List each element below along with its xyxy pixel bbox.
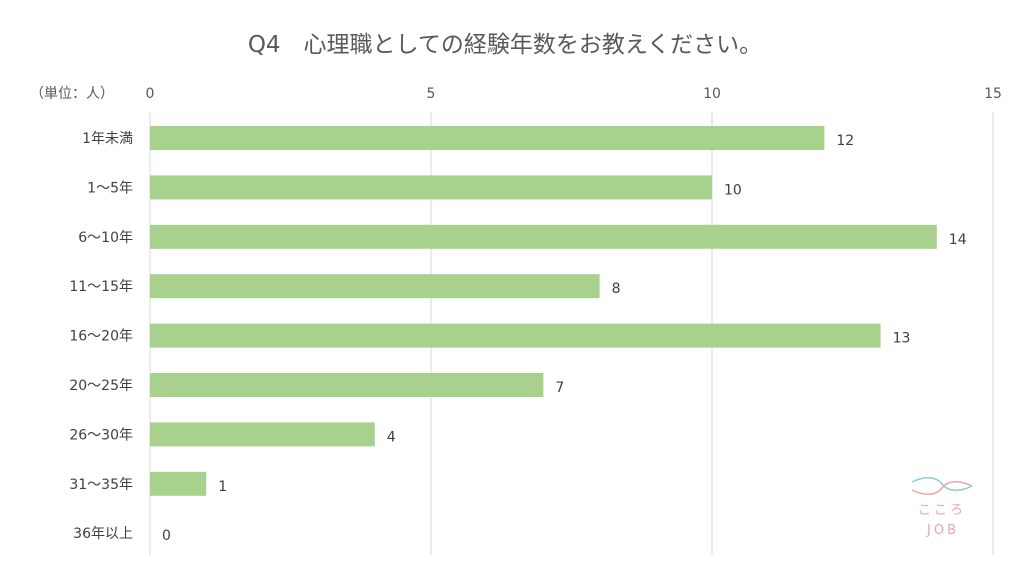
bar bbox=[150, 274, 600, 299]
unit-label: （単位：人） bbox=[30, 86, 114, 102]
bar bbox=[150, 175, 712, 200]
wave-icon bbox=[911, 477, 973, 495]
bars bbox=[150, 126, 937, 496]
category-label: 31～35年 bbox=[69, 477, 133, 493]
data-label: 1 bbox=[218, 479, 227, 495]
data-label: 14 bbox=[949, 232, 967, 248]
kokoro-job-logo: こころ JOB bbox=[911, 477, 973, 538]
category-label: 1～5年 bbox=[87, 180, 133, 196]
data-label: 10 bbox=[724, 182, 742, 198]
x-tick-label: 5 bbox=[427, 86, 436, 102]
chart-title: Q4 心理職としての経験年数をお教えください。 bbox=[248, 32, 762, 58]
category-labels: 1年未満 1～5年 6～10年 11～15年 16～20年 20～25年 26～30年 31～… bbox=[69, 131, 133, 542]
category-label: 20～25年 bbox=[69, 378, 133, 394]
category-label: 26～30年 bbox=[69, 427, 133, 443]
x-tick-label: 0 bbox=[146, 86, 155, 102]
bar bbox=[150, 126, 825, 150]
data-label: 8 bbox=[612, 281, 621, 297]
bar bbox=[150, 373, 544, 397]
category-label: 36年以上 bbox=[73, 526, 133, 542]
data-label: 12 bbox=[836, 133, 854, 149]
data-label: 13 bbox=[893, 331, 911, 347]
category-label: 1年未満 bbox=[82, 131, 133, 147]
data-label: 7 bbox=[555, 380, 564, 396]
x-tick-label: 15 bbox=[984, 86, 1002, 102]
category-label: 6～10年 bbox=[78, 230, 133, 246]
data-label: 4 bbox=[387, 429, 396, 445]
logo-text-kokoro: こころ bbox=[918, 503, 966, 518]
x-axis-ticks: 0 5 10 15 bbox=[146, 86, 1002, 102]
bar bbox=[150, 422, 375, 447]
category-label: 16～20年 bbox=[69, 329, 133, 345]
logo-text-job: JOB bbox=[926, 523, 959, 538]
bar bbox=[150, 224, 937, 249]
category-label: 11～15年 bbox=[69, 279, 133, 295]
x-tick-label: 10 bbox=[703, 86, 721, 102]
bar bbox=[150, 323, 881, 348]
data-label: 0 bbox=[162, 528, 171, 544]
bar bbox=[150, 471, 207, 496]
